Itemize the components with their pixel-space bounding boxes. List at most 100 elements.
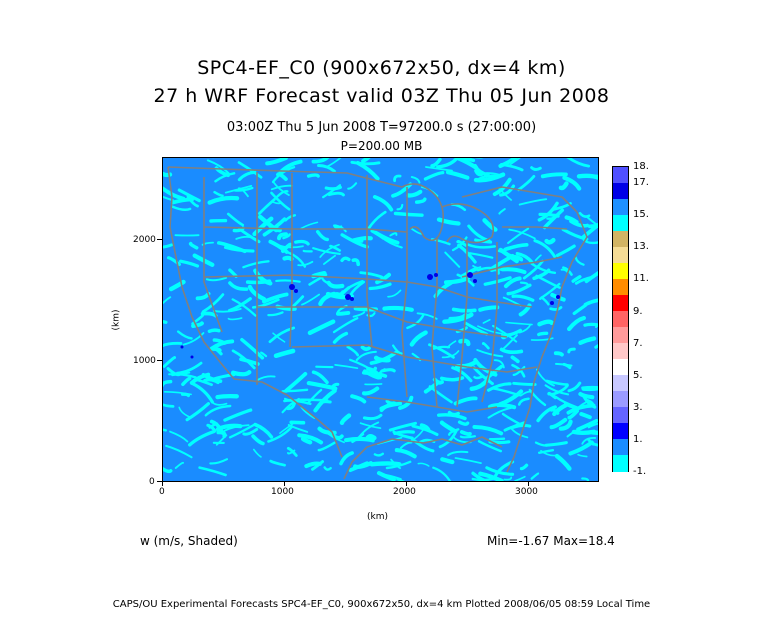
cyan-streak [534,254,542,262]
cyan-streak [359,271,384,279]
cyan-streak [271,166,296,184]
cyan-streak [473,172,506,183]
cyan-streak [500,328,523,338]
cyan-streak [174,461,185,469]
cyan-streak [361,386,380,396]
cyan-streak [567,315,586,332]
cyan-streak [587,422,599,429]
cyan-streak [297,433,324,445]
min-max-readout: Min=-1.67 Max=18.4 [487,534,615,548]
cyan-streak [368,282,392,291]
cyan-streak [334,364,359,370]
cyan-streak [406,314,425,330]
cyan-streak [339,451,354,466]
cyan-streak [585,215,599,228]
cyan-streak [430,157,442,168]
y-tick-label-1000: 1000 [133,356,156,366]
map-plot-area [162,157,599,482]
cyan-streak [578,391,595,400]
cyan-streak [270,191,291,211]
y-axis-label: (km) [111,309,122,331]
cyan-streak [330,382,340,389]
cyan-streak [256,375,276,382]
axis-tick [157,239,162,240]
cyan-streak [506,283,532,296]
cyan-streak [327,191,345,197]
cyan-streak [207,195,240,205]
cyan-streak [162,341,183,348]
cyan-streak [201,241,214,246]
cyan-streak [297,260,314,267]
cyan-streak [216,430,227,438]
cyan-streak [396,478,409,482]
cyan-streak [162,379,173,388]
cyan-streak [510,355,520,364]
cyan-streak [558,419,573,431]
cyan-streak [567,381,582,393]
y-tick-label-0: 0 [149,477,155,487]
cyan-streak [205,276,228,282]
cyan-streak [552,402,569,417]
cyan-streak [451,236,468,252]
cyan-streak [574,400,590,413]
colorbar-swatch [613,199,628,216]
cyan-streak [379,401,403,411]
cyan-streak [500,267,527,275]
cyan-streak [428,385,453,404]
colorbar-swatch [613,311,628,328]
cyan-streak [482,318,491,324]
cyan-streak [488,437,506,441]
colorbar-label-5: 5. [633,370,643,381]
cyan-streak [578,336,597,345]
cyan-streak [272,332,286,343]
cyan-streak [391,182,413,198]
cyan-streak [339,413,352,426]
cyan-streak [410,437,435,453]
cyan-streak [180,392,190,398]
cyan-streak [209,458,229,465]
cyan-streak [503,276,522,289]
cyan-streak [282,255,294,262]
cyan-streak [364,383,383,386]
cyan-streak [304,461,322,469]
cyan-streak [306,173,320,178]
cyan-streak [299,398,329,402]
colorbar-swatch [613,263,628,280]
cyan-streak [181,376,192,387]
cyan-streak [501,412,521,425]
cyan-streak [459,435,476,439]
cyan-streak [501,334,518,351]
cyan-streak [251,298,280,309]
cyan-streak [267,311,284,317]
cyan-streak [473,375,483,380]
colorbar-label-18: 18. [633,161,649,172]
colorbar-swatch [613,231,628,248]
cyan-streak [300,436,313,445]
cyan-streak [285,250,306,268]
colorbar-swatch [613,343,628,360]
colorbar-label-neg1: -1. [633,466,647,477]
cyan-streak [334,224,347,233]
cyan-streak [162,402,175,408]
cyan-streak [549,306,563,311]
cyan-streak [592,443,599,446]
cyan-streak [350,160,381,166]
cyan-streak [533,239,557,258]
colorbar-swatch [613,279,628,296]
cyan-streak [268,239,289,254]
cyan-streak [441,350,460,359]
cyan-streak [382,305,414,312]
cyan-streak [321,278,335,287]
cyan-streak [396,203,404,211]
cyan-streak [519,463,529,471]
cyan-streak [503,421,526,432]
y-tick-label-2000: 2000 [133,235,156,245]
cyan-streak [498,389,524,407]
cyan-streak [373,452,384,457]
cyan-streak [360,345,371,352]
cyan-streak [542,208,565,230]
cyan-streak [505,321,533,326]
cyan-streak [499,347,524,355]
cyan-streak [450,203,467,212]
cyan-streak [537,319,554,327]
